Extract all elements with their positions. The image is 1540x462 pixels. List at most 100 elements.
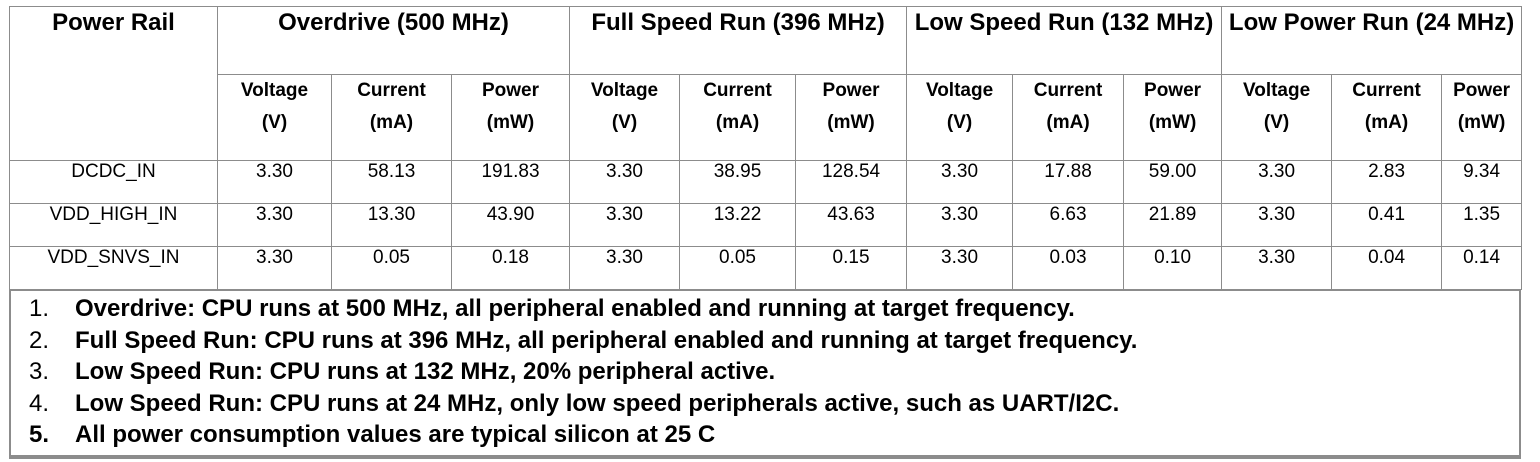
power-consumption-document: Power Rail Overdrive (500 MHz) Full Spee… — [9, 6, 1523, 459]
current-label: Current — [703, 80, 772, 101]
table-cell: 0.03 — [1012, 246, 1125, 290]
footnote-text: All power consumption values are typical… — [75, 421, 716, 448]
current-label: Current — [357, 80, 426, 101]
voltage-unit: (V) — [261, 112, 288, 133]
table-cell: 13.22 — [679, 203, 797, 247]
footnote-number: 1. — [29, 295, 50, 322]
current-header: Current (mA) — [331, 74, 452, 161]
group-header-full-speed-run: Full Speed Run (396 MHz) — [569, 6, 908, 75]
footnote: 5. All power consumption values are typic… — [29, 419, 1519, 451]
footnote: 3. Low Speed Run: CPU runs at 132 MHz, 20… — [29, 356, 1519, 388]
table-cell: 21.89 — [1123, 203, 1223, 247]
power-header: Power (mW) — [1441, 74, 1523, 161]
group-header-low-speed-run: Low Speed Run (132 MHz) — [906, 6, 1223, 75]
table-cell: 3.30 — [1221, 203, 1333, 247]
table-cell: 0.04 — [1331, 246, 1443, 290]
power-consumption-table: Power Rail Overdrive (500 MHz) Full Spee… — [9, 6, 1523, 290]
power-unit: (mW) — [1457, 112, 1506, 133]
footnote: 2. Full Speed Run: CPU runs at 396 MHz, a… — [29, 325, 1519, 357]
voltage-unit: (V) — [1263, 112, 1290, 133]
rail-name: DCDC_IN — [9, 160, 218, 204]
voltage-header: Voltage (V) — [906, 74, 1014, 161]
voltage-label: Voltage — [925, 80, 994, 101]
power-unit: (mW) — [486, 112, 535, 133]
voltage-header: Voltage (V) — [217, 74, 332, 161]
table-cell: 58.13 — [331, 160, 452, 204]
table-cell: 0.15 — [795, 246, 908, 290]
footnotes: 1. Overdrive: CPU runs at 500 MHz, all pe… — [9, 290, 1521, 459]
current-unit: (mA) — [1046, 112, 1090, 133]
table-cell: 0.05 — [331, 246, 452, 290]
table-cell: 191.83 — [450, 160, 571, 204]
table-cell: 17.88 — [1012, 160, 1125, 204]
footnote-number: 4. — [29, 389, 50, 417]
power-label: Power — [481, 80, 540, 101]
power-label: Power — [1453, 80, 1511, 101]
rail-name: VDD_SNVS_IN — [9, 246, 218, 290]
current-header: Current (mA) — [1012, 74, 1125, 161]
footnote-text: Overdrive: CPU runs at 500 MHz, all peri… — [75, 295, 1075, 322]
table-cell: 9.34 — [1441, 160, 1523, 204]
current-label: Current — [1033, 80, 1103, 101]
footnote: 1. Overdrive: CPU runs at 500 MHz, all pe… — [29, 293, 1519, 325]
current-unit: (mA) — [1364, 112, 1409, 133]
rail-name: VDD_HIGH_IN — [9, 203, 218, 247]
table-cell: 0.14 — [1441, 246, 1523, 290]
footnote: 4. Low Speed Run: CPU runs at 24 MHz, onl… — [29, 388, 1519, 420]
table-row: DCDC_IN 3.30 58.13 191.83 3.30 38.95 128… — [9, 160, 1523, 204]
table-cell: 3.30 — [217, 246, 332, 290]
voltage-label: Voltage — [590, 80, 659, 101]
table-cell: 3.30 — [569, 160, 681, 204]
table-cell: 3.30 — [217, 203, 332, 247]
current-header: Current (mA) — [1331, 74, 1443, 161]
table-cell: 3.30 — [906, 160, 1014, 204]
voltage-label: Voltage — [1242, 80, 1311, 101]
footnote-number: 3. — [29, 358, 50, 385]
table-cell: 0.41 — [1331, 203, 1443, 247]
power-header: Power (mW) — [450, 74, 571, 161]
table-header-row: Power Rail Overdrive (500 MHz) Full Spee… — [9, 6, 1523, 161]
table-cell: 3.30 — [1221, 160, 1333, 204]
table-cell: 128.54 — [795, 160, 908, 204]
table-cell: 3.30 — [906, 246, 1014, 290]
power-label: Power — [822, 80, 880, 101]
table-cell: 0.18 — [450, 246, 571, 290]
voltage-header: Voltage (V) — [1221, 74, 1333, 161]
current-header: Current (mA) — [679, 74, 797, 161]
table-cell: 1.35 — [1441, 203, 1523, 247]
table-cell: 43.90 — [450, 203, 571, 247]
table-cell: 3.30 — [906, 203, 1014, 247]
power-label: Power — [1144, 80, 1202, 101]
footnote-text: Low Speed Run: CPU runs at 132 MHz, 20% … — [75, 358, 776, 385]
table-row: VDD_HIGH_IN 3.30 13.30 43.90 3.30 13.22 … — [9, 203, 1523, 247]
table-cell: 0.10 — [1123, 246, 1223, 290]
current-unit: (mA) — [369, 112, 414, 133]
group-header-overdrive: Overdrive (500 MHz) — [216, 6, 571, 75]
footnote-number: 5. — [29, 421, 50, 448]
table-cell: 3.30 — [569, 203, 681, 247]
table-cell: 38.95 — [679, 160, 797, 204]
table-cell: 43.63 — [795, 203, 908, 247]
table-row: VDD_SNVS_IN 3.30 0.05 0.18 3.30 0.05 0.1… — [9, 246, 1523, 290]
table-cell: 59.00 — [1123, 160, 1223, 204]
table-cell: 0.05 — [679, 246, 797, 290]
power-rail-header: Power Rail — [9, 6, 218, 161]
table-cell: 3.30 — [569, 246, 681, 290]
power-header: Power (mW) — [795, 74, 908, 161]
power-unit: (mW) — [827, 112, 875, 133]
table-cell: 3.30 — [217, 160, 332, 204]
voltage-header: Voltage (V) — [569, 74, 681, 161]
table-cell: 13.30 — [331, 203, 452, 247]
table-cell: 3.30 — [1221, 246, 1333, 290]
power-header: Power (mW) — [1123, 74, 1223, 161]
footnote-number: 2. — [29, 326, 50, 354]
group-header-low-power-run: Low Power Run (24 MHz) — [1221, 6, 1523, 75]
table-cell: 2.83 — [1331, 160, 1443, 204]
current-unit: (mA) — [715, 112, 760, 133]
footnote-text: Low Speed Run: CPU runs at 24 MHz, only … — [75, 389, 1120, 417]
voltage-label: Voltage — [240, 80, 309, 101]
footnote-text: Full Speed Run: CPU runs at 396 MHz, all… — [75, 326, 1138, 354]
voltage-unit: (V) — [946, 112, 973, 133]
current-label: Current — [1352, 80, 1421, 101]
table-cell: 6.63 — [1012, 203, 1125, 247]
